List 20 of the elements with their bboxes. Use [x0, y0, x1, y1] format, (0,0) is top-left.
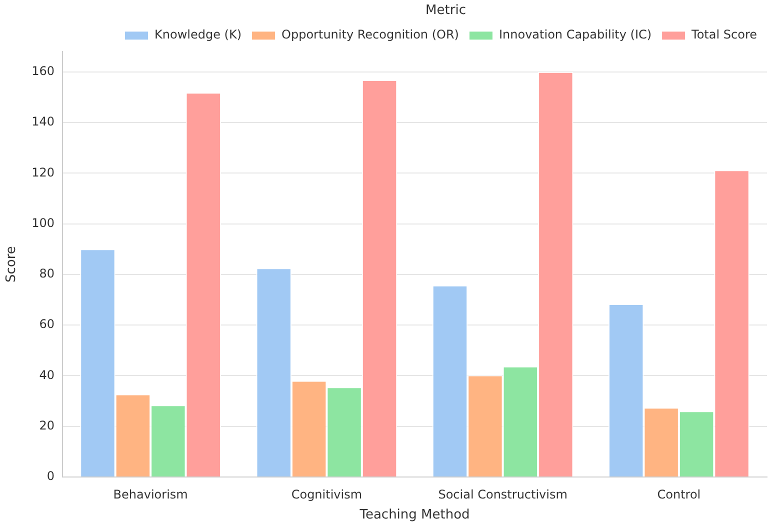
x-tick-label: Cognitivism — [291, 487, 362, 502]
x-tick-label: Behaviorism — [113, 487, 188, 502]
y-tick-label: 160 — [32, 64, 55, 78]
y-tick-label: 40 — [39, 368, 55, 382]
legend-label: Total Score — [690, 28, 758, 42]
legend-label: Innovation Capability (IC) — [498, 28, 652, 42]
y-tick-label: 60 — [39, 317, 55, 332]
y-tick-label: 0 — [46, 469, 55, 484]
y-tick-label: 120 — [32, 165, 55, 180]
legend-label: Knowledge (K) — [154, 28, 242, 42]
x-tick-label: Control — [657, 487, 701, 502]
x-axis-title: Teaching Method — [358, 508, 470, 523]
legend-label: Opportunity Recognition (OR) — [282, 28, 459, 42]
y-axis-title: Score — [4, 246, 20, 283]
y-tick-label: 80 — [39, 266, 55, 281]
y-tick-label: 100 — [32, 216, 55, 230]
legend-title: Metric — [426, 2, 466, 18]
x-tick-label: Social Constructivism — [438, 487, 568, 502]
y-tick-label: 140 — [32, 114, 55, 129]
y-tick-label: 20 — [39, 418, 55, 432]
